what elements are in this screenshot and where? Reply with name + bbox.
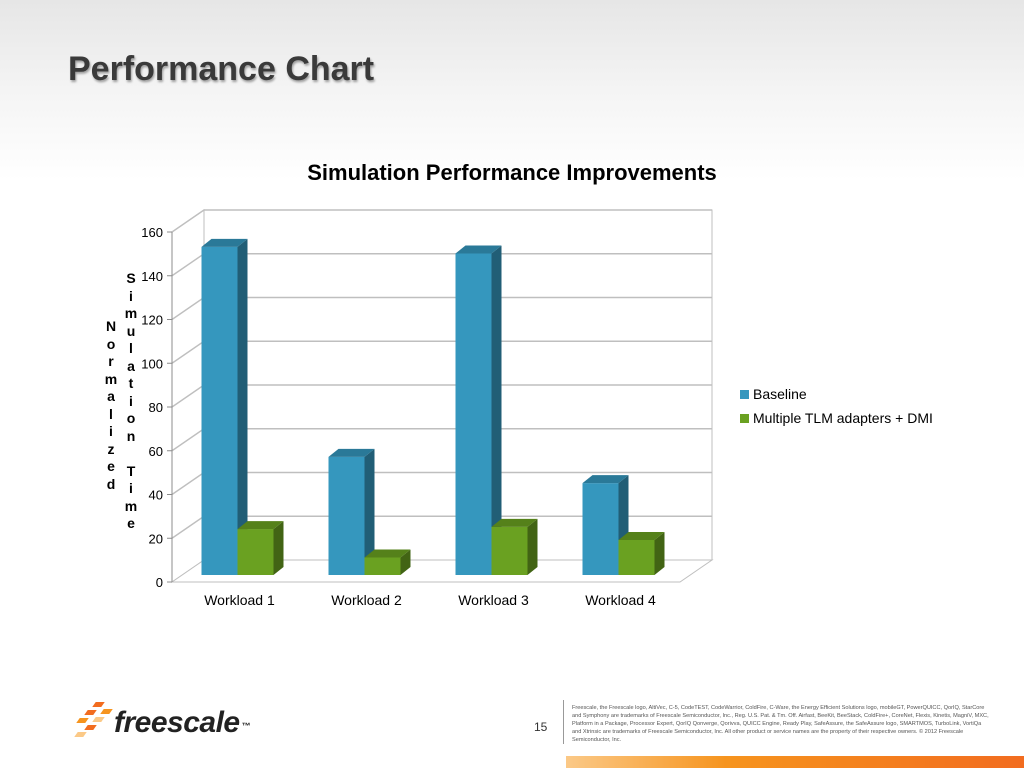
y-tick-label: 20	[149, 531, 163, 546]
x-category-label: Workload 1	[204, 592, 275, 608]
bar-top	[364, 549, 411, 558]
footer-accent-bar	[566, 756, 1024, 768]
y-tick-label: 0	[156, 575, 163, 590]
bar-front	[364, 557, 401, 575]
y-tick-label: 60	[149, 444, 163, 459]
legend-swatch-baseline	[740, 389, 749, 399]
bar-side	[237, 238, 248, 575]
footer-divider	[563, 700, 564, 744]
bar-front	[237, 529, 274, 575]
legend-item-baseline: Baseline	[740, 382, 933, 406]
bar-top	[618, 532, 665, 540]
legend-label-baseline: Baseline	[753, 386, 807, 402]
bar-dmi-workload-2	[364, 549, 411, 575]
legal-disclaimer: Freescale, the Freescale logo, AltiVec, …	[572, 705, 989, 743]
y-tick-label: 100	[141, 356, 163, 371]
legend-swatch-dmi	[740, 413, 749, 423]
chart-title: Simulation Performance Improvements	[307, 160, 717, 185]
page-number: 15	[534, 720, 548, 734]
x-category-label: Workload 4	[585, 592, 656, 608]
bar-top	[491, 518, 538, 527]
bar-top	[237, 521, 284, 530]
bar-top	[582, 475, 629, 484]
gridline	[171, 209, 712, 233]
chart-floor	[170, 559, 714, 583]
y-tick-label: 120	[141, 313, 163, 328]
freescale-logo-mark-icon	[72, 700, 113, 746]
logo-text: freescale	[114, 706, 240, 739]
y-tick-label: 80	[149, 400, 163, 415]
freescale-logo: freescale ™	[72, 700, 251, 746]
bar-side	[364, 448, 375, 575]
x-category-label: Workload 3	[458, 592, 529, 608]
chart-plot: 0 20 40 60 80 100 120 140 160 Workload 1 Workload …	[141, 209, 714, 608]
bar-front	[582, 483, 619, 575]
bar-side	[654, 532, 665, 575]
bar-dmi-workload-3	[491, 518, 538, 575]
legend-label-dmi: Multiple TLM adapters + DMI	[753, 410, 933, 426]
chart-legend: Baseline Multiple TLM adapters + DMI	[740, 382, 933, 430]
bar-baseline-workload-3	[455, 245, 502, 575]
bar-front	[201, 246, 238, 575]
bar-side	[527, 518, 538, 575]
slide-title: Performance Chart	[68, 50, 375, 88]
bar-side	[400, 549, 411, 575]
bar-front	[491, 526, 528, 575]
x-category-label: Workload 2	[331, 592, 402, 608]
y-tick-label: 140	[141, 269, 163, 284]
bar-top	[328, 448, 375, 457]
bar-side	[273, 521, 284, 575]
bar-front	[328, 456, 365, 575]
bar-front	[455, 253, 492, 575]
logo-trademark: ™	[241, 721, 251, 731]
bar-dmi-workload-1	[237, 521, 284, 575]
bar-top	[201, 238, 248, 247]
bar-baseline-workload-2	[328, 448, 375, 575]
legend-item-dmi: Multiple TLM adapters + DMI	[740, 406, 933, 430]
bar-side	[491, 245, 502, 575]
bar-dmi-workload-4	[618, 532, 665, 575]
bar-top	[455, 245, 502, 254]
y-tick-label: 40	[149, 488, 163, 503]
y-tick-label: 160	[141, 225, 163, 240]
bar-baseline-workload-1	[201, 238, 248, 575]
bar-front	[618, 540, 655, 575]
